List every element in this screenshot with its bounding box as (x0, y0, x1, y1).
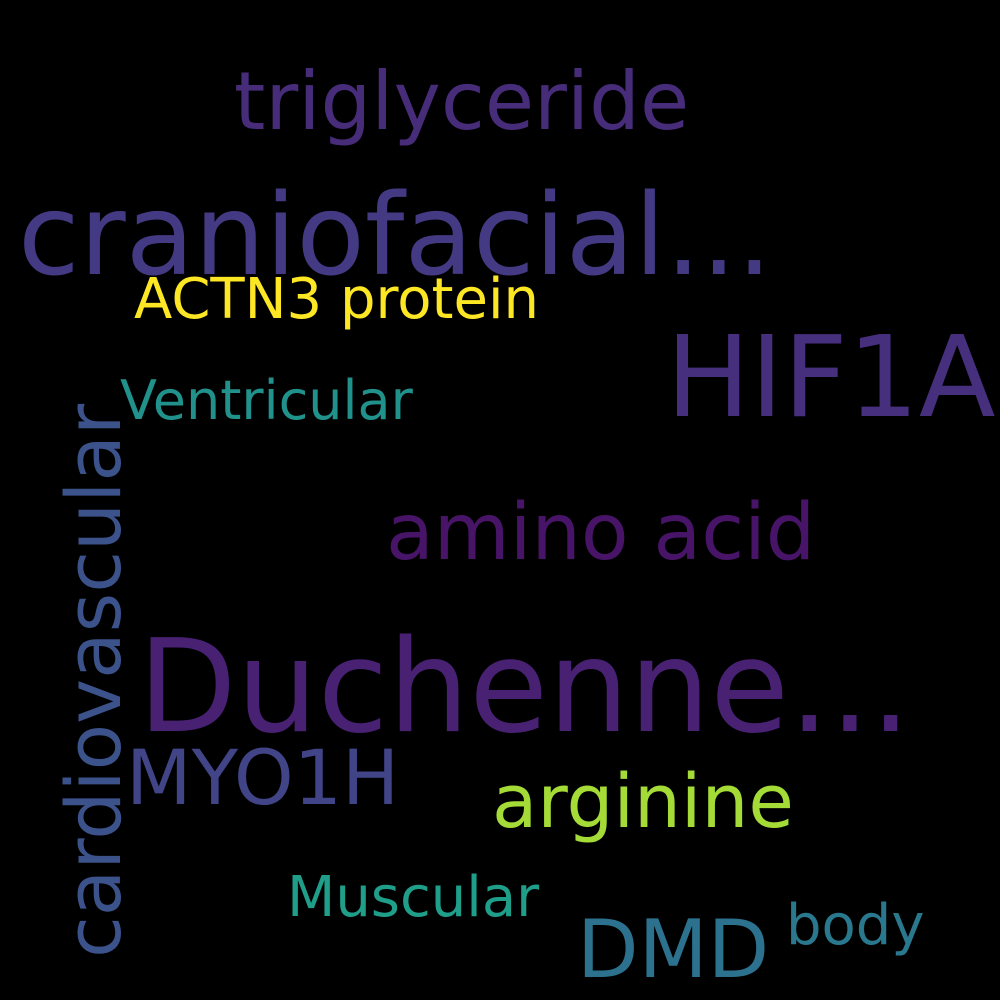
word-amino-acid: amino acid (386, 488, 816, 578)
word-actn3-protein: ACTN3 protein (134, 267, 540, 332)
word-dmd: DMD (577, 903, 770, 996)
word-hif1a: HIF1A (666, 313, 996, 443)
word-ventricular: Ventricular (120, 369, 413, 432)
word-myo1h: MYO1H (126, 733, 400, 822)
word-arginine: arginine (492, 759, 794, 845)
word-cardiovascular: cardiovascular (49, 403, 138, 958)
word-craniofacial: craniofacial... (18, 171, 773, 301)
word-triglyceride: triglyceride (234, 55, 690, 148)
word-muscular: Muscular (287, 865, 540, 930)
word-duchenne: Duchenne... (138, 613, 911, 762)
word-body: body (786, 893, 925, 958)
